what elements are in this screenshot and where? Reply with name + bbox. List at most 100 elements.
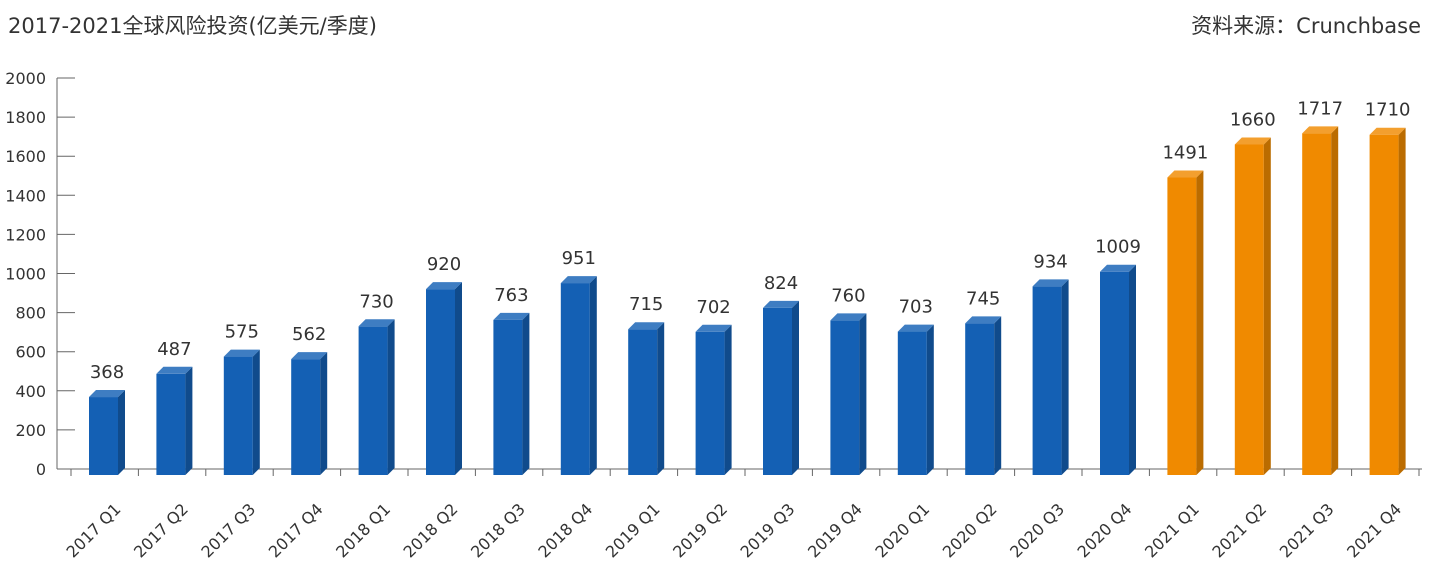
bar-side — [926, 324, 934, 475]
bar-top — [965, 316, 1002, 324]
bar-top — [1369, 127, 1406, 135]
bar-side — [1331, 126, 1339, 475]
data-label: 1009 — [1095, 237, 1141, 258]
y-tick-label: 1600 — [5, 147, 46, 166]
bar-side — [1061, 279, 1069, 475]
bar — [493, 319, 523, 475]
x-tick-label: 2019 Q2 — [669, 500, 731, 562]
bar-top — [560, 276, 597, 284]
x-tick-label: 2017 Q2 — [130, 500, 192, 562]
data-label: 745 — [966, 288, 1000, 309]
y-tick-label: 600 — [15, 343, 46, 362]
bar-top — [493, 312, 530, 320]
data-label: 368 — [90, 362, 124, 383]
bar-top — [1100, 264, 1136, 272]
bar-side — [455, 282, 462, 475]
data-label: 1660 — [1230, 109, 1276, 130]
bar-top — [830, 313, 867, 321]
bar-top — [1032, 279, 1069, 287]
data-label: 715 — [629, 294, 663, 315]
bar — [1032, 286, 1062, 475]
bar-side — [1398, 127, 1406, 475]
y-tick-label: 400 — [15, 382, 46, 401]
data-label: 763 — [494, 285, 528, 306]
bar-top — [628, 322, 665, 330]
bar — [628, 329, 658, 475]
x-tick-label: 2019 Q3 — [737, 500, 799, 562]
bar — [763, 307, 792, 475]
bar-side — [252, 349, 260, 475]
data-label: 703 — [899, 297, 933, 318]
data-label: 1717 — [1297, 98, 1343, 119]
y-tick-label: 0 — [36, 460, 46, 479]
bar-top — [1167, 170, 1204, 178]
data-label: 824 — [764, 273, 798, 294]
bar — [89, 397, 118, 475]
bar — [695, 331, 725, 475]
y-tick-label: 2000 — [5, 69, 46, 88]
data-label: 562 — [292, 324, 326, 345]
bar-side — [792, 300, 799, 475]
data-label: 920 — [427, 254, 461, 275]
bar-side — [859, 313, 867, 475]
bar-top — [897, 324, 934, 332]
data-label: 951 — [562, 248, 596, 269]
bar — [830, 320, 860, 475]
x-tick-label: 2021 Q1 — [1141, 500, 1203, 562]
x-tick-label: 2020 Q3 — [1006, 500, 1068, 562]
bar-top — [89, 390, 125, 398]
x-tick-label: 2018 Q3 — [467, 500, 529, 562]
bar-side — [589, 276, 597, 475]
bar-side — [1129, 264, 1136, 475]
x-tick-label: 2021 Q4 — [1343, 500, 1405, 562]
x-tick-label: 2020 Q4 — [1074, 500, 1136, 562]
x-tick-label: 2021 Q3 — [1276, 500, 1338, 562]
bar-top — [426, 282, 462, 290]
y-tick-label: 1000 — [5, 265, 46, 284]
bar-side — [387, 319, 395, 475]
x-tick-label: 2017 Q1 — [63, 500, 125, 562]
bar — [560, 283, 590, 475]
bar — [1302, 133, 1332, 475]
bar-side — [118, 390, 125, 475]
bar-side — [1263, 137, 1271, 475]
bar-top — [763, 300, 799, 308]
bar-top — [156, 366, 193, 374]
data-label: 760 — [831, 285, 865, 306]
x-tick-label: 2018 Q1 — [332, 500, 394, 562]
bar-top — [358, 319, 395, 327]
bar — [1369, 134, 1399, 475]
data-label: 1491 — [1162, 143, 1208, 164]
bar-top — [695, 324, 732, 332]
bar — [965, 323, 995, 475]
data-label: 934 — [1033, 251, 1067, 272]
bar-top — [223, 349, 260, 357]
data-label: 487 — [157, 339, 191, 360]
chart-title: 2017-2021全球风险投资(亿美元/季度) — [8, 14, 377, 38]
x-tick-label: 2019 Q4 — [804, 500, 866, 562]
bar-top — [1234, 137, 1271, 145]
bar — [223, 356, 253, 475]
bar-top — [1302, 126, 1339, 134]
bar-side — [320, 352, 328, 475]
data-label: 575 — [225, 322, 259, 343]
x-tick-label: 2020 Q2 — [939, 500, 1001, 562]
bar-top — [291, 352, 328, 360]
bar-side — [724, 324, 732, 475]
x-tick-label: 2018 Q2 — [400, 500, 462, 562]
y-tick-label: 1800 — [5, 108, 46, 127]
x-tick-label: 2018 Q4 — [534, 500, 596, 562]
bar — [1100, 271, 1129, 475]
bar-side — [994, 316, 1002, 475]
bar-side — [185, 366, 193, 475]
bar-side — [657, 322, 665, 475]
bar — [156, 373, 186, 475]
x-tick-label: 2017 Q4 — [265, 500, 327, 562]
x-tick-label: 2017 Q3 — [197, 500, 259, 562]
x-tick-label: 2021 Q2 — [1208, 500, 1270, 562]
x-tick-label: 2019 Q1 — [602, 500, 664, 562]
bar-side — [522, 312, 530, 475]
source-note: 资料来源：Crunchbase — [1191, 14, 1421, 38]
bar — [426, 289, 455, 475]
